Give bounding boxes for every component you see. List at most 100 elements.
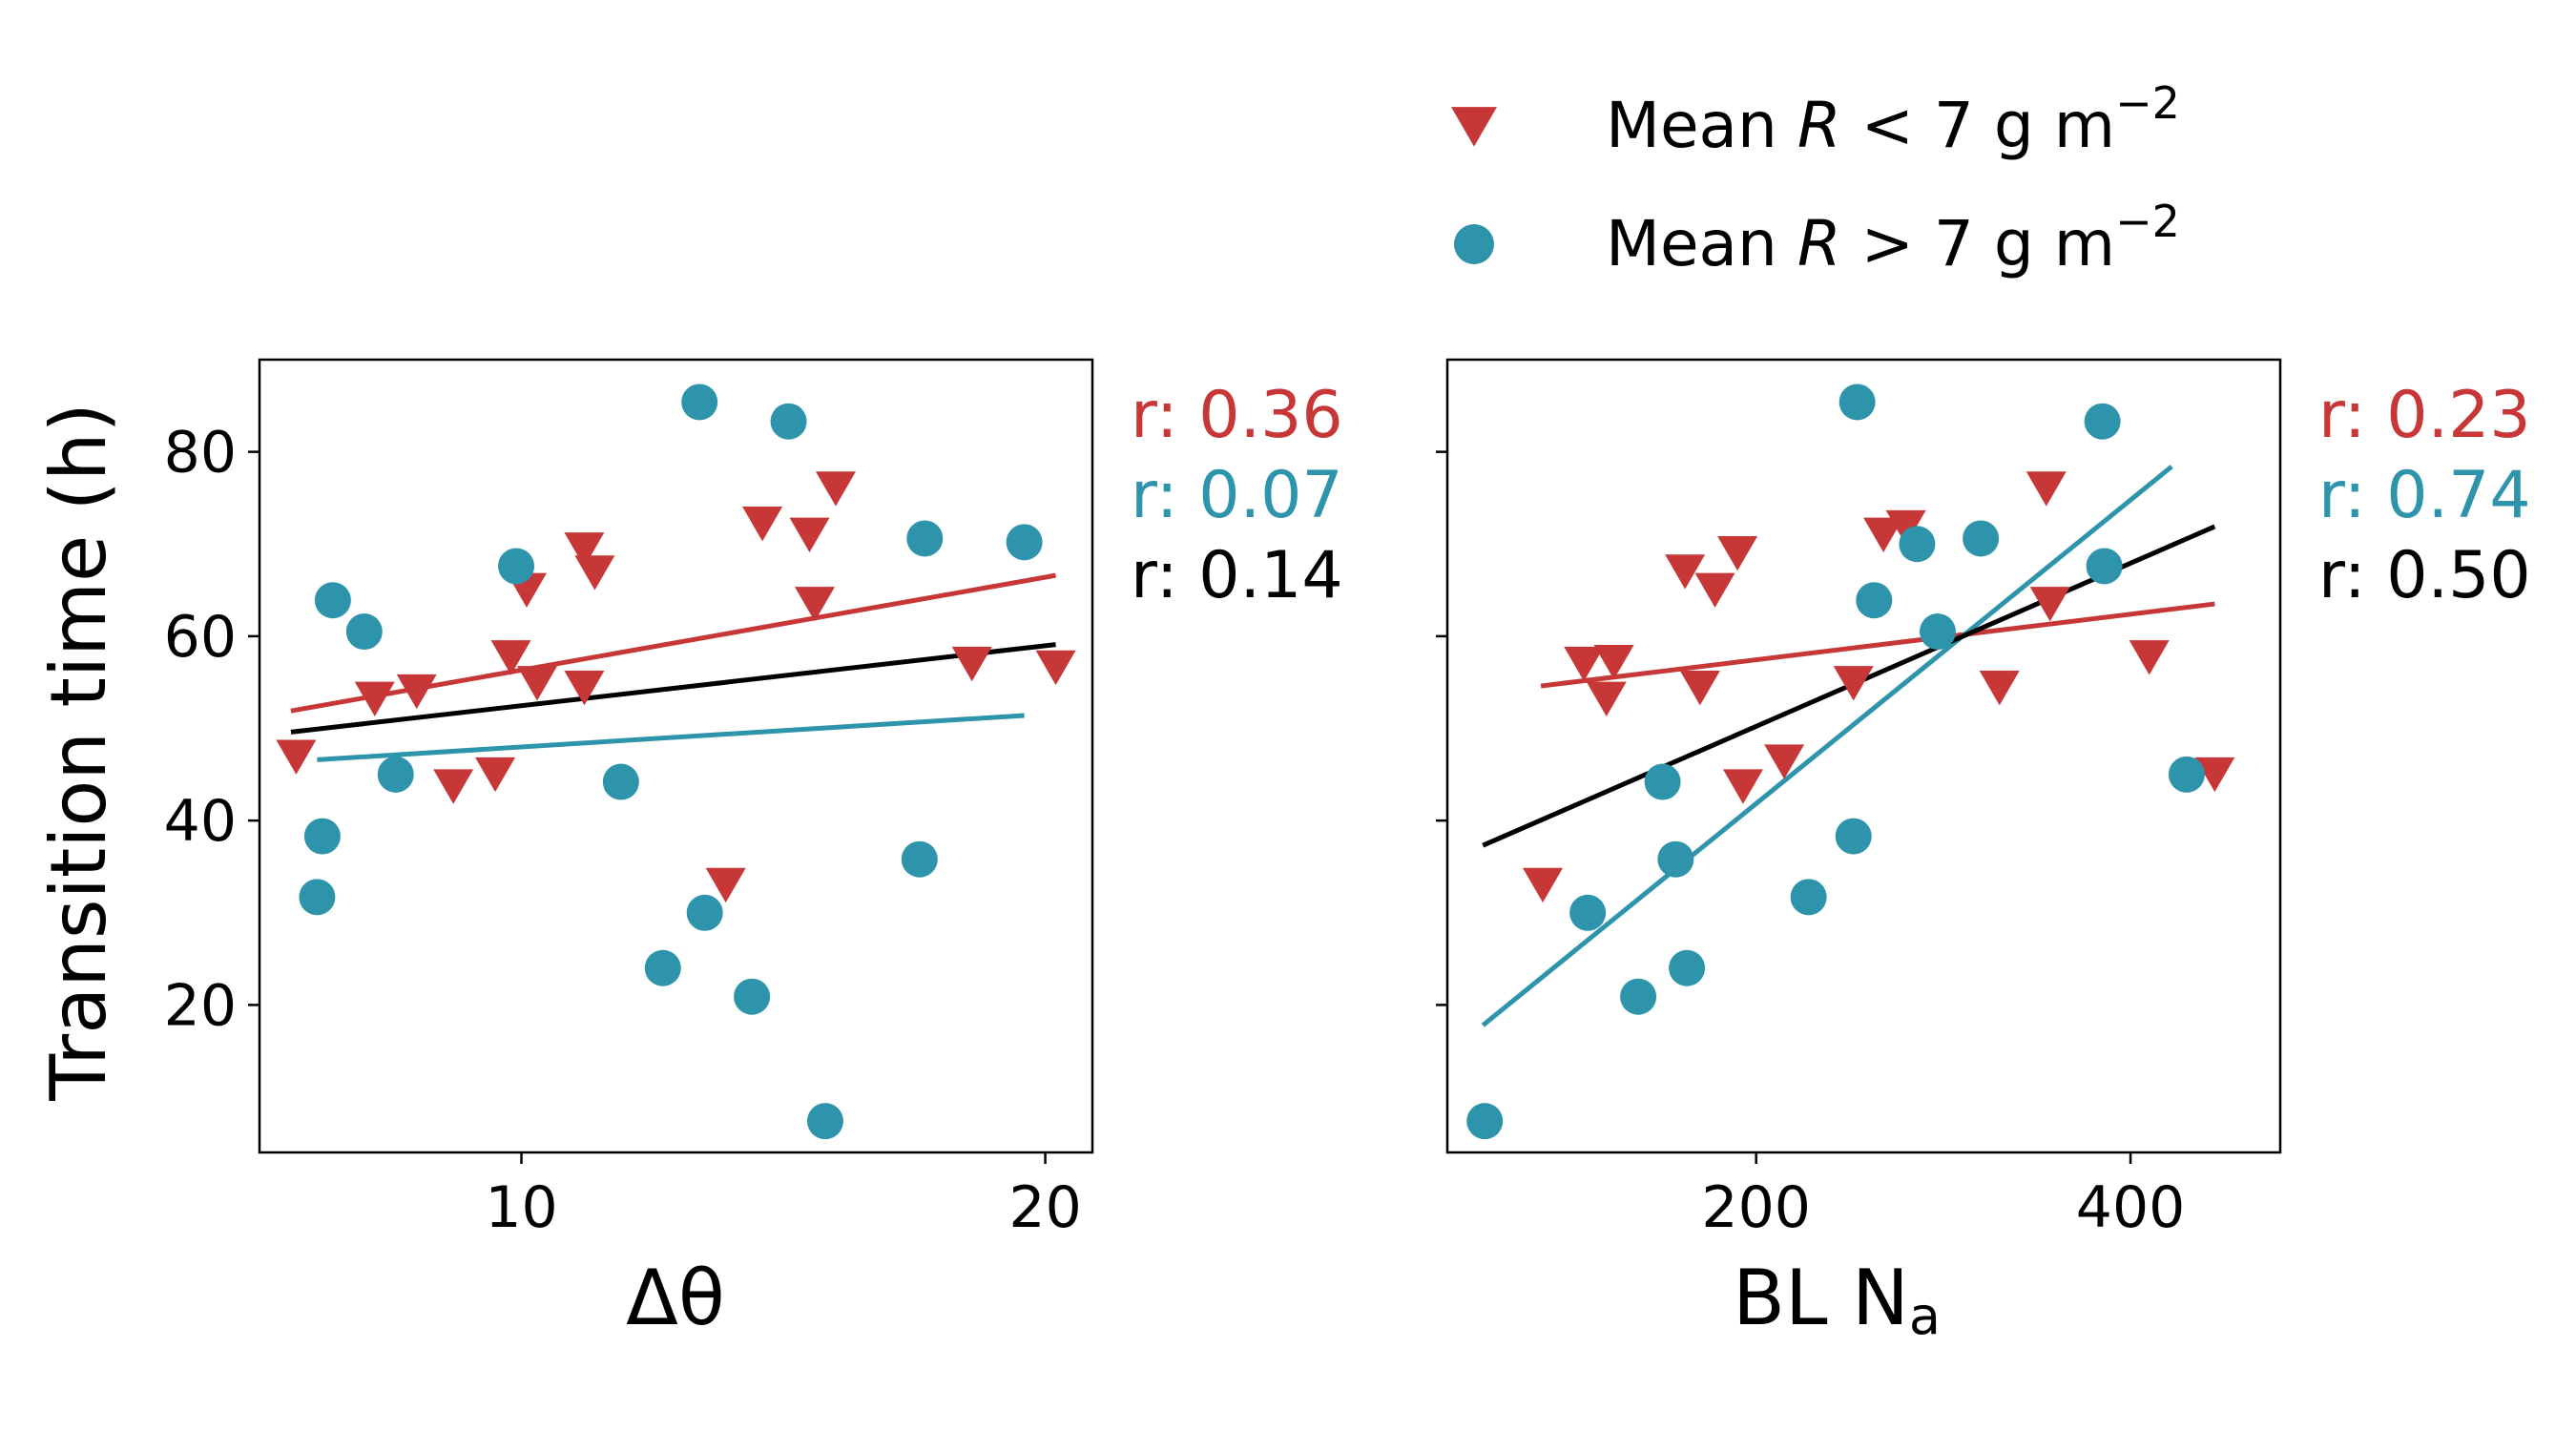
data-point-low <box>951 646 992 682</box>
data-point-high <box>1006 524 1043 561</box>
data-point-low <box>564 532 605 568</box>
y-tick-label: 20 <box>164 972 237 1039</box>
data-point-low <box>1764 744 1805 779</box>
fit-line-high <box>317 713 1025 762</box>
data-point-high <box>314 582 351 619</box>
x-axis-label-left: Δθ <box>626 1254 725 1342</box>
data-point-high <box>303 818 341 855</box>
fit-line-low <box>1540 601 2215 689</box>
legend-label-exponent: −2 <box>2115 77 2180 129</box>
legend-label-suffix: < 7 g m <box>1841 89 2115 162</box>
panel-left: 20 40 60 80 10 20 r: 0.36r: 0.07r: 0.14 <box>164 358 1343 1241</box>
data-point-high <box>1856 582 1893 619</box>
data-point-high <box>734 978 771 1015</box>
data-point-low <box>517 666 557 701</box>
legend-label-exponent: −2 <box>2115 196 2180 247</box>
y-tick-label: 60 <box>164 604 237 671</box>
data-point-low <box>1722 769 1763 804</box>
x-tick-label: 20 <box>1008 1174 1081 1241</box>
correlation-label: r: 0.23 <box>2318 378 2531 453</box>
legend-label-variable: R <box>1797 89 1841 162</box>
data-point-low <box>354 681 395 716</box>
data-point-low <box>1679 671 1720 706</box>
legend-label-suffix: > 7 g m <box>1841 207 2115 280</box>
x-tick-label: 200 <box>1701 1174 1811 1241</box>
data-point-low <box>490 640 531 675</box>
data-point-high <box>1899 526 1936 563</box>
data-point-high <box>1919 613 1956 651</box>
data-point-low <box>396 674 437 710</box>
x-axis-label-right-subscript: a <box>1909 1286 1941 1346</box>
legend-label-prefix: Mean <box>1606 89 1797 162</box>
data-point-high <box>2084 403 2121 440</box>
data-point-high <box>377 756 414 793</box>
data-point-low <box>2194 757 2235 793</box>
data-point-low <box>433 769 474 804</box>
data-point-high <box>901 840 938 878</box>
data-point-low <box>1833 666 1874 701</box>
x-axis-label-right: BL Na <box>1733 1254 1941 1346</box>
data-point-high <box>1963 520 2000 557</box>
data-point-high <box>345 613 383 651</box>
data-point-high <box>1790 879 1827 916</box>
x-axis-label-right-main: BL N <box>1733 1254 1909 1342</box>
data-point-low <box>276 739 317 775</box>
data-point-low <box>742 507 783 542</box>
legend-label: Mean R > 7 g m−2 <box>1606 196 2180 280</box>
data-point-low <box>2129 640 2170 675</box>
data-point-high <box>806 1103 843 1140</box>
data-point-high <box>2086 548 2123 585</box>
data-point-high <box>1835 818 1872 855</box>
plot-frame <box>258 358 1094 1154</box>
data-point-high <box>299 879 336 916</box>
data-point-low <box>1717 535 1758 571</box>
x-tick-label: 400 <box>2076 1174 2186 1241</box>
correlation-label: r: 0.74 <box>2318 458 2531 533</box>
data-point-low <box>1979 671 2020 706</box>
correlation-label: r: 0.07 <box>1131 458 1343 533</box>
data-point-low <box>795 587 835 622</box>
data-point-low <box>1593 644 1634 680</box>
data-point-low <box>705 867 746 903</box>
x-tick-label: 10 <box>485 1174 557 1241</box>
data-point-low <box>1523 867 1564 903</box>
data-point-high <box>1620 978 1657 1015</box>
correlation-label: r: 0.14 <box>1131 538 1343 613</box>
data-point-low <box>1694 572 1735 608</box>
data-point-low <box>2025 471 2067 507</box>
data-point-low <box>574 555 615 591</box>
correlation-label: r: 0.50 <box>2318 538 2531 613</box>
legend-label-prefix: Mean <box>1606 207 1797 280</box>
data-point-low <box>1586 681 1627 716</box>
data-point-high <box>906 520 944 557</box>
fit-line-all <box>290 642 1056 735</box>
data-point-high <box>1644 763 1681 800</box>
data-point-high <box>2168 756 2205 793</box>
data-point-low <box>2029 587 2070 622</box>
data-point-low <box>475 757 516 793</box>
data-point-high <box>770 403 807 440</box>
y-tick-label: 80 <box>164 420 237 487</box>
data-point-high <box>1669 949 1706 986</box>
data-point-low <box>1564 646 1605 682</box>
data-point-high <box>644 949 681 986</box>
panel-right: 200 400 r: 0.23r: 0.74r: 0.50 <box>1436 358 2531 1241</box>
data-point-high <box>681 384 718 421</box>
y-axis-label: Transition time (h) <box>34 403 123 1102</box>
data-point-high <box>1569 894 1607 931</box>
plot-frame <box>1445 358 2282 1154</box>
data-point-high <box>1839 384 1876 421</box>
data-point-high <box>602 763 639 800</box>
data-point-high <box>498 548 535 585</box>
y-tick-label: 40 <box>164 788 237 855</box>
data-point-low <box>564 671 605 706</box>
data-point-low <box>1885 509 1926 546</box>
data-point-high <box>686 894 723 931</box>
data-point-low <box>1863 517 1904 552</box>
fit-line-high <box>1481 465 2173 1027</box>
data-point-low <box>1035 650 1076 686</box>
data-point-low <box>815 471 856 507</box>
legend-marker-circle <box>1454 224 1494 264</box>
